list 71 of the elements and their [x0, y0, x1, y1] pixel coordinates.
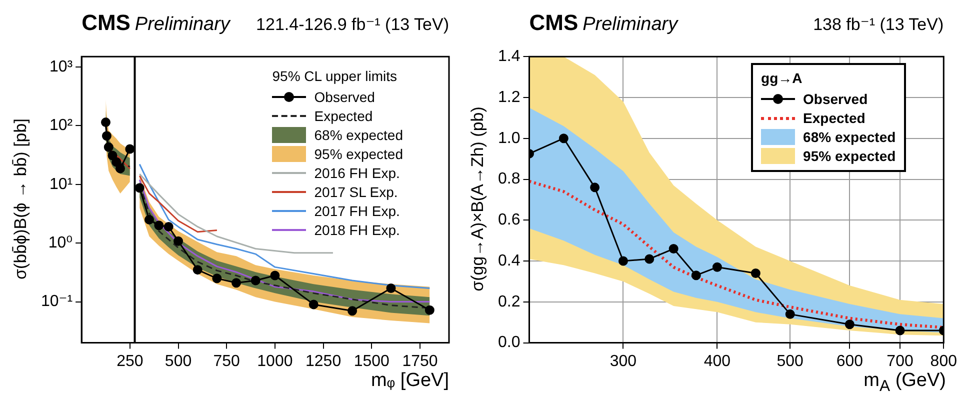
legend-label: 2017 SL Exp.: [314, 182, 398, 202]
point: [308, 300, 318, 310]
y-tick-label: 10¹: [49, 176, 73, 193]
point: [424, 305, 434, 315]
x-axis-title: mᵩ [GeV]: [370, 370, 449, 392]
point: [102, 131, 112, 141]
y-tick-label: 0.6: [498, 212, 520, 229]
legend-title: gg→A: [761, 68, 804, 88]
chart-subtitle: Preliminary: [134, 14, 230, 35]
text: 138 fb⁻¹ (13 TeV): [813, 15, 944, 34]
y-tick-label: 10⁻¹: [40, 293, 73, 310]
legend-label: 2016 FH Exp.: [314, 164, 400, 183]
y-tick-label: 0.8: [498, 170, 520, 188]
point: [174, 236, 184, 246]
legend-label: 95% expected: [803, 146, 896, 166]
point: [125, 144, 135, 154]
x-tick-label: 750: [213, 352, 240, 370]
y-tick-label: 0.0: [498, 334, 520, 352]
point: [164, 222, 174, 232]
x-tick-label: 1750: [402, 352, 438, 370]
point: [100, 118, 110, 128]
y-tick-label: 10²: [49, 117, 74, 134]
point: [270, 270, 280, 280]
y-tick-label: 10³: [49, 58, 74, 76]
point: [144, 214, 154, 224]
point: [112, 157, 122, 167]
point: [212, 274, 222, 284]
point: [115, 164, 125, 174]
x-tick-label: 400: [704, 352, 731, 370]
chart-title: CMS: [529, 10, 578, 35]
point: [154, 220, 164, 230]
legend-label: Expected: [314, 106, 373, 126]
x-tick-label: 1250: [306, 352, 342, 370]
x-axis-title: m$_{A}$ (GeV): [864, 370, 946, 396]
legend-title: 95% CL upper limits: [272, 66, 398, 86]
x-tick-label: 1500: [354, 352, 390, 370]
x-tick-label: 700: [886, 352, 914, 370]
y-tick-label: 1.2: [498, 88, 520, 106]
point: [232, 278, 242, 288]
x-tick-label: 1000: [257, 352, 293, 370]
legend-label: Observed: [803, 90, 868, 109]
point: [104, 142, 114, 152]
x-tick-label: 250: [116, 352, 144, 370]
legend-label: 95% expected: [314, 144, 403, 164]
text: 121.4-126.9 fb⁻¹ (13 TeV): [256, 15, 449, 34]
y-tick-label: 1.4: [498, 48, 520, 66]
chart-subtitle: Preliminary: [582, 14, 678, 35]
legend-label: 2018 FH Exp.: [314, 220, 400, 240]
point: [134, 183, 144, 193]
point: [386, 283, 396, 293]
y-tick-label: 0.4: [498, 252, 520, 270]
y-axis-title: σ(gg→A)×B(A→Zh) (pb): [468, 106, 488, 292]
legend-label: Observed: [314, 88, 375, 107]
y-tick-label: 1.0: [498, 130, 520, 147]
x-tick-label: 500: [776, 352, 804, 370]
legend-label: 68% expected: [314, 126, 403, 145]
point: [250, 276, 260, 286]
point: [348, 306, 358, 316]
chart-title: CMS: [82, 10, 130, 35]
x-tick-label: 300: [610, 352, 637, 370]
legend-label: Expected: [803, 108, 866, 128]
y-axis-title: σ(bb̄ϕ)B(ϕ → bb̄) [pb]: [11, 118, 31, 280]
point: [108, 150, 118, 160]
point: [192, 265, 202, 275]
x-tick-label: 500: [164, 352, 192, 370]
y-tick-label: 0.2: [498, 293, 520, 310]
legend-label: 2017 FH Exp.: [314, 202, 400, 221]
legend-label: 68% expected: [803, 128, 896, 147]
x-tick-label: 800: [930, 352, 958, 370]
x-tick-label: 600: [836, 352, 864, 370]
y-tick-label: 10⁰: [48, 234, 73, 252]
